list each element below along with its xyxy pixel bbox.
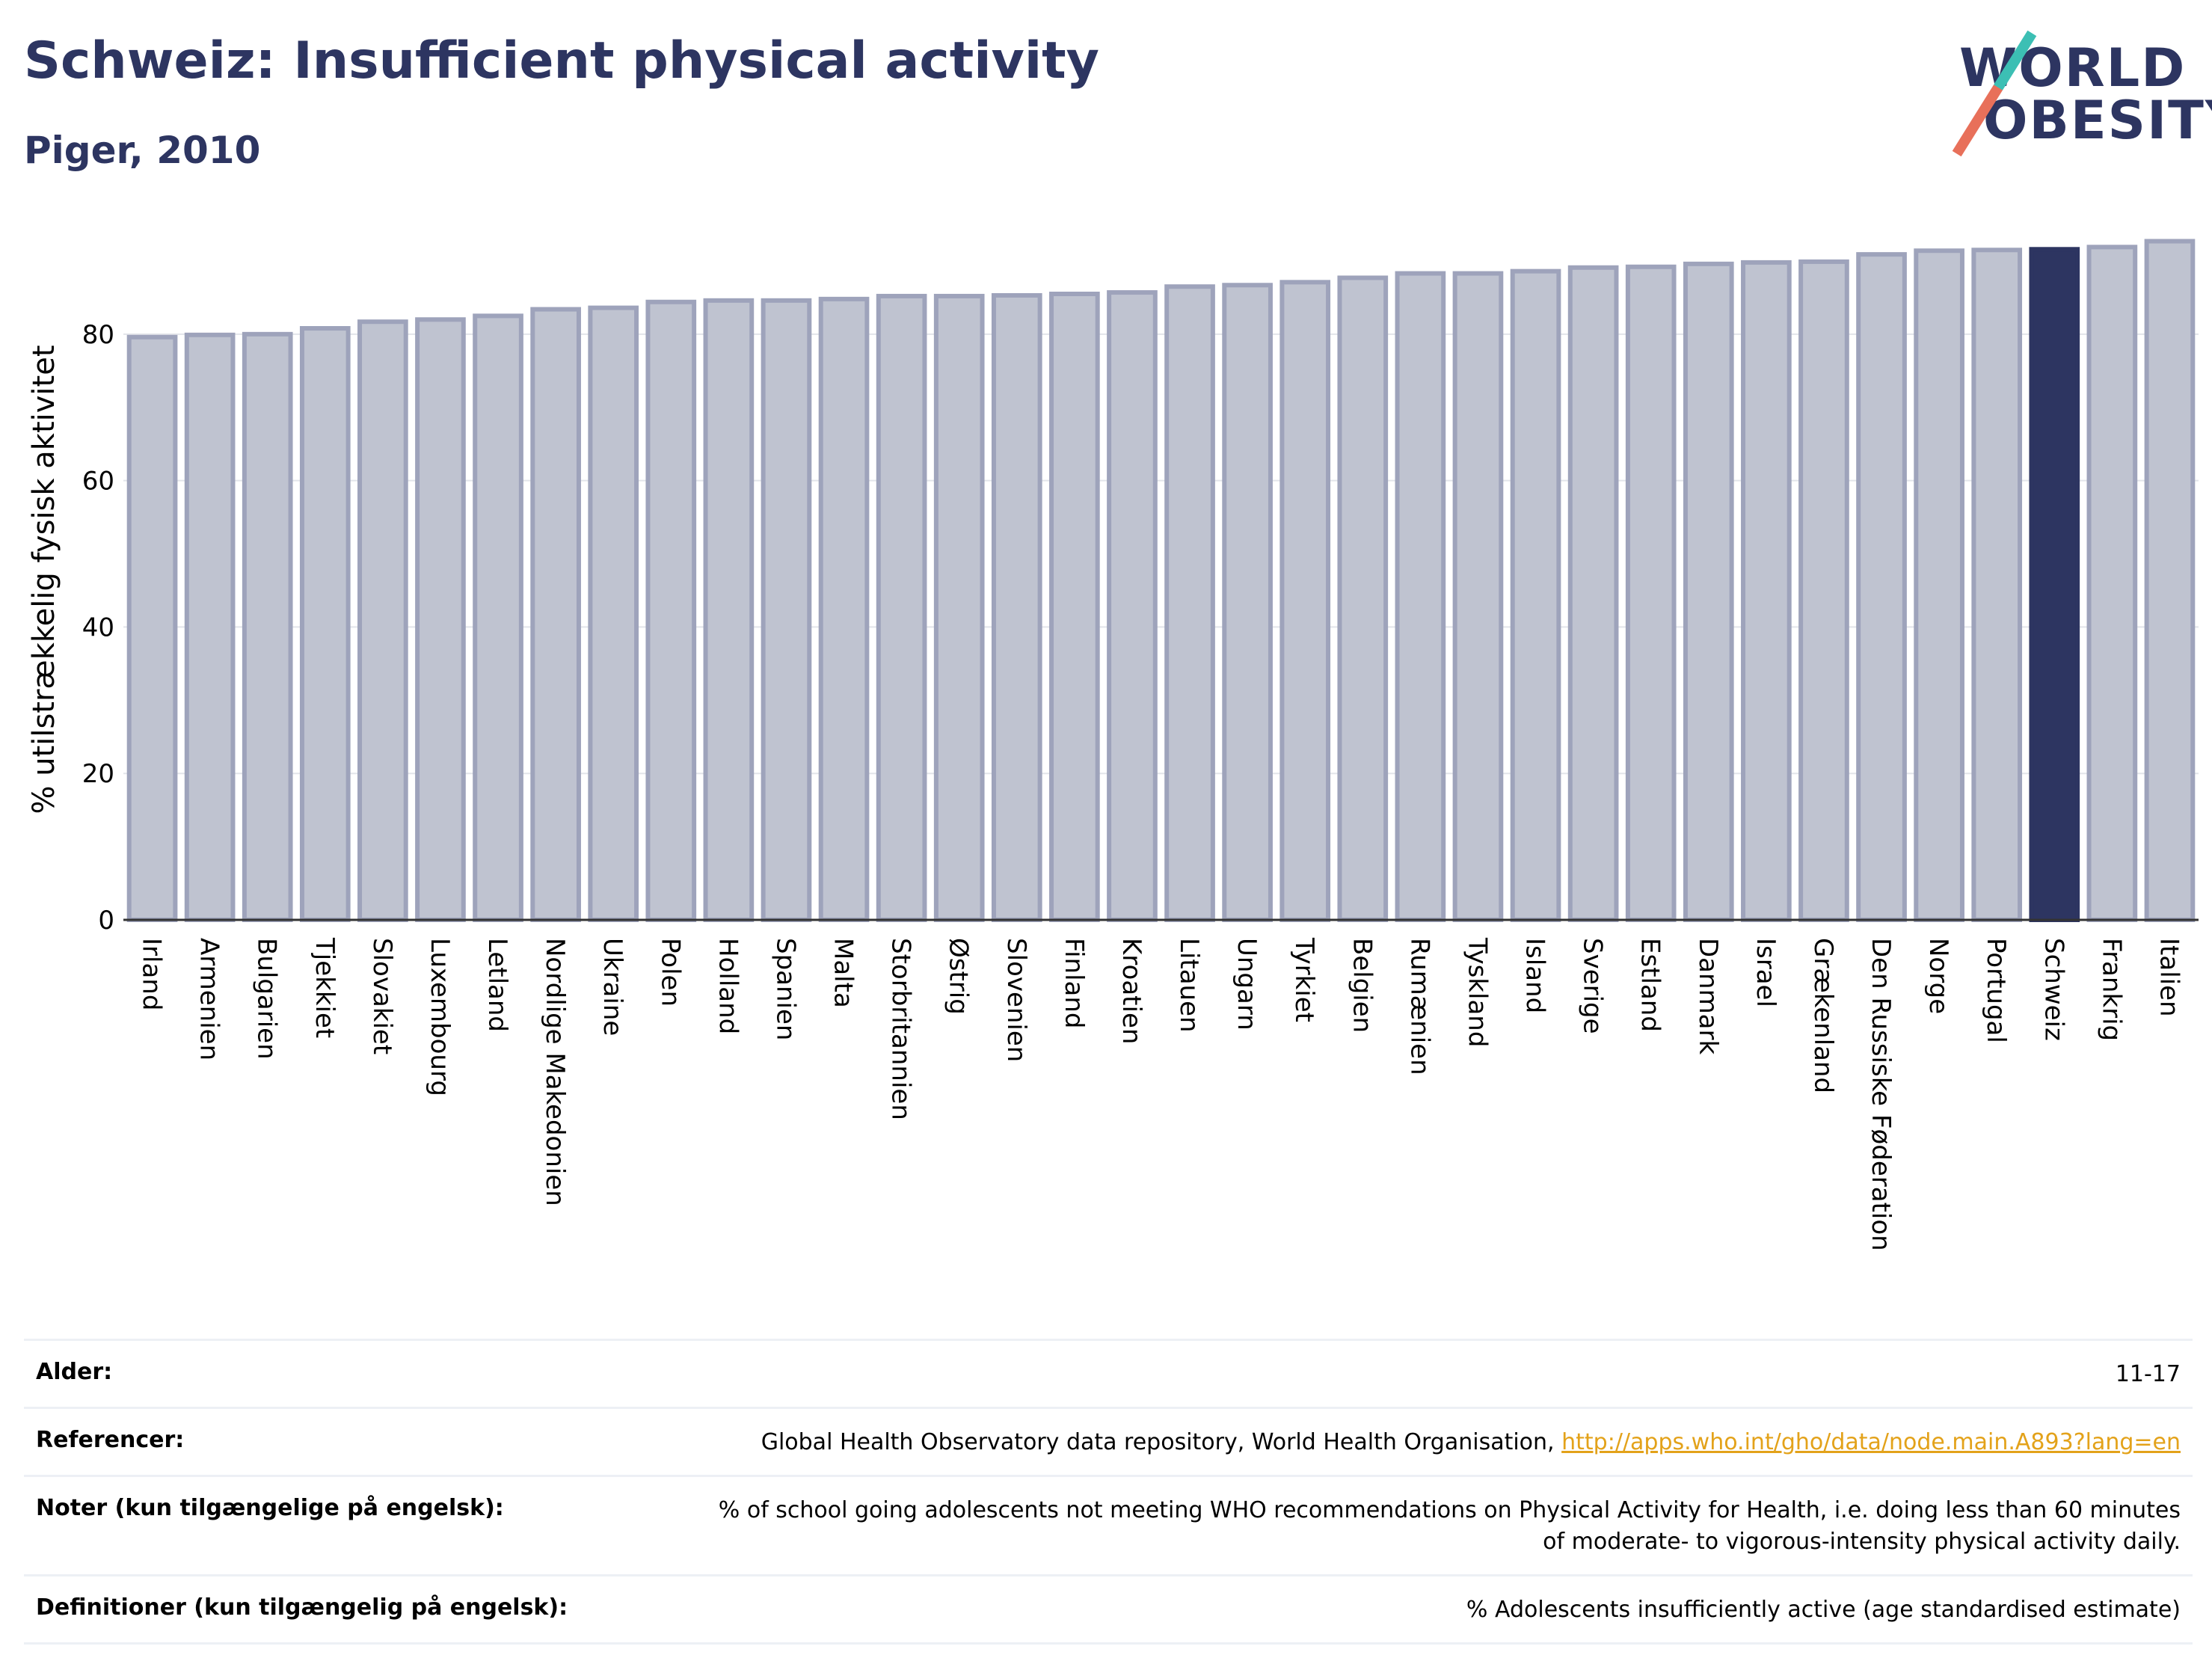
x-tick-label: Holland — [713, 938, 743, 1034]
bar — [1510, 268, 1561, 922]
x-tick-label: Grækenland — [1808, 938, 1838, 1093]
x-tick-label: Letland — [482, 938, 512, 1032]
x-tick-label: Spanien — [770, 938, 800, 1040]
x-tick-label: Storbritannien — [886, 938, 916, 1120]
bar — [588, 305, 639, 923]
x-tick-label: Island — [1520, 938, 1550, 1013]
x-tick-label: Tjekkiet — [310, 937, 340, 1038]
bar — [933, 293, 985, 922]
bar — [1107, 290, 1158, 922]
y-tick-label: 20 — [82, 759, 114, 789]
info-row-references: Referencer: Global Health Observatory da… — [24, 1407, 2193, 1475]
definitions-label: Definitioner (kun tilgængelig på engelsk… — [36, 1594, 568, 1621]
bar — [1683, 261, 1734, 922]
y-tick-label: 60 — [82, 467, 114, 497]
bar — [1395, 271, 1446, 922]
x-tick-label: Norge — [1923, 938, 1953, 1014]
bar — [818, 296, 870, 922]
info-row-notes: Noter (kun tilgængelige på engelsk): % o… — [24, 1475, 2193, 1574]
bar — [2029, 247, 2080, 922]
references-link[interactable]: http://apps.who.int/gho/data/node.main.A… — [1561, 1429, 2181, 1455]
x-tick-label: Israel — [1751, 938, 1781, 1007]
bar — [876, 293, 927, 922]
references-value: Global Health Observatory data repositor… — [24, 1409, 2193, 1475]
bar — [991, 292, 1042, 922]
x-tick-label: Kroatien — [1116, 938, 1146, 1044]
x-tick-label: Schweiz — [2039, 938, 2068, 1041]
bar — [2144, 239, 2196, 922]
y-axis-label: % utilstrækkelig fysisk aktivitet — [27, 345, 61, 814]
bar — [1798, 259, 1849, 922]
x-tick-label: Finland — [1059, 938, 1089, 1029]
bar — [1914, 248, 1964, 922]
x-tick-label: Slovakiet — [367, 938, 397, 1054]
bar — [2086, 245, 2138, 923]
info-row-age: Alder: 11-17 — [24, 1339, 2193, 1407]
bar — [357, 319, 408, 922]
bar — [1279, 280, 1331, 922]
notes-value: % of school going adolescents not meetin… — [718, 1497, 2181, 1555]
world-obesity-logo[interactable]: WORLD OBESITY — [1952, 22, 2212, 157]
x-tick-label: Ungarn — [1232, 938, 1262, 1031]
y-tick-label: 0 — [98, 906, 114, 936]
info-table: Alder: 11-17 Referencer: Global Health O… — [24, 1339, 2193, 1645]
x-tick-label: Den Russiske Føderation — [1866, 938, 1896, 1251]
bar — [645, 299, 697, 922]
bar — [1971, 248, 2023, 922]
bar — [1741, 260, 1792, 922]
age-label: Alder: — [36, 1359, 113, 1385]
bar-chart: 0 20 40 60 80 % utilstrækkelig fysisk aktivit… — [27, 239, 2199, 1251]
references-label: Referencer: — [36, 1427, 185, 1453]
bar — [126, 334, 178, 923]
page-subtitle: Piger, 2010 — [24, 129, 261, 172]
bar — [184, 332, 236, 922]
y-tick-label: 40 — [82, 612, 114, 642]
age-value: 11-17 — [2115, 1361, 2181, 1387]
bar — [1222, 283, 1273, 922]
x-tick-label: Litauen — [1174, 938, 1204, 1033]
x-tick-label: Tyskland — [1462, 937, 1492, 1047]
bar — [242, 331, 293, 922]
bar — [473, 313, 523, 922]
page-title: Schweiz: Insufficient physical activity — [24, 31, 1099, 90]
x-tick-label: Polen — [655, 938, 685, 1007]
bar — [703, 298, 755, 922]
bar — [761, 298, 812, 922]
x-tick-label: Sverige — [1578, 938, 1608, 1034]
notes-label: Noter (kun tilgængelige på engelsk): — [36, 1495, 504, 1521]
x-tick-label: Luxembourg — [425, 938, 455, 1096]
bar — [1625, 264, 1677, 923]
logo-line-2: OBESITY — [1983, 90, 2212, 151]
x-tick-label: Ukraine — [597, 938, 627, 1036]
bar — [530, 307, 581, 922]
bar — [1452, 271, 1504, 922]
bar — [1567, 265, 1619, 923]
x-tick-label: Belgien — [1347, 938, 1377, 1033]
y-tick-label: 80 — [82, 320, 114, 350]
info-row-definitions: Definitioner (kun tilgængelig på engelsk… — [24, 1574, 2193, 1645]
bar — [1856, 252, 1907, 922]
bar — [1164, 284, 1215, 923]
references-text: Global Health Observatory data repositor… — [761, 1429, 1555, 1455]
bar — [415, 317, 466, 922]
x-tick-label: Tyrkiet — [1289, 937, 1319, 1022]
x-tick-label: Irland — [137, 938, 167, 1010]
x-tick-label: Rumænien — [1404, 938, 1434, 1075]
bar — [1337, 275, 1389, 923]
x-tick-label: Estland — [1635, 938, 1665, 1032]
x-tick-label: Danmark — [1693, 938, 1723, 1054]
x-tick-label: Frankrig — [2096, 938, 2126, 1041]
bar — [1049, 292, 1100, 922]
x-tick-label: Malta — [829, 938, 858, 1008]
x-tick-label: Bulgarien — [252, 938, 282, 1060]
x-tick-label: Portugal — [1981, 938, 2011, 1043]
bar — [299, 326, 351, 923]
x-tick-label: Armenien — [194, 938, 224, 1060]
x-tick-label: Nordlige Makedonien — [540, 938, 570, 1206]
definitions-value: % Adolescents insufficiently active (age… — [1466, 1597, 2181, 1623]
x-tick-label: Italien — [2154, 938, 2184, 1017]
x-tick-label: Østrig — [944, 938, 974, 1015]
x-tick-label: Slovenien — [1001, 938, 1031, 1062]
